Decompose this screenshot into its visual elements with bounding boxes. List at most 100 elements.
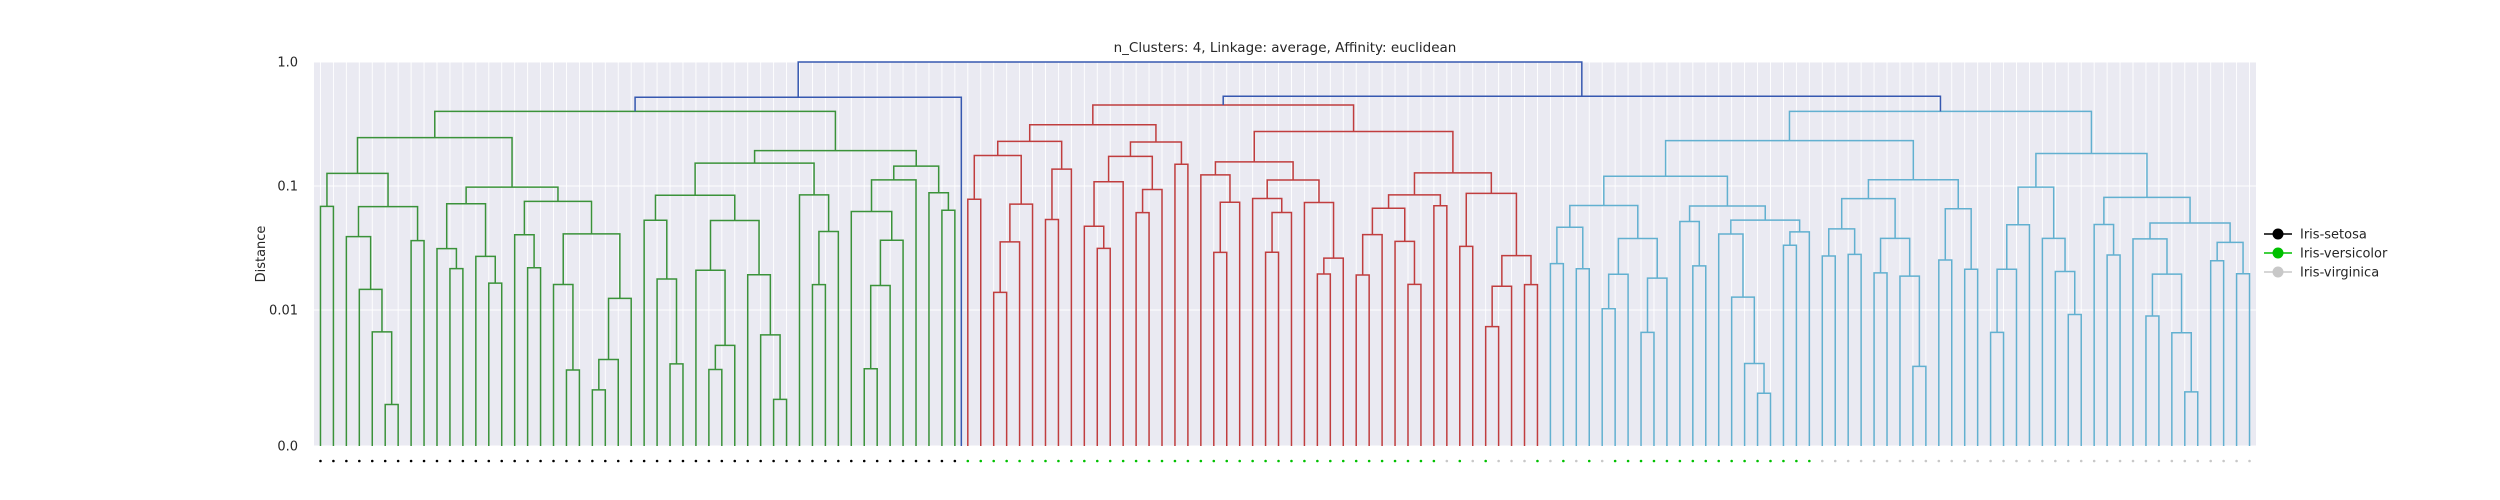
leaf-marker [1613, 459, 1617, 463]
leaf-marker [1264, 459, 1267, 463]
leaf-marker [552, 459, 555, 463]
leaf-marker [1497, 459, 1500, 463]
leaf-marker [1238, 459, 1241, 463]
leaf-marker [1704, 459, 1708, 463]
leaf-marker [1536, 459, 1539, 463]
leaf-marker [383, 459, 387, 463]
leaf-marker [1600, 459, 1604, 463]
leaf-marker [1173, 459, 1177, 463]
leaf-marker [720, 459, 724, 463]
leaf-marker [2131, 459, 2135, 463]
leaf-marker [2041, 459, 2044, 463]
leaf-marker [2170, 459, 2174, 463]
y-axis-label: Distance [254, 226, 269, 283]
plot-background [314, 62, 2256, 446]
leaf-marker [370, 459, 374, 463]
leaf-marker [487, 459, 491, 463]
leaf-marker [953, 459, 957, 463]
leaf-marker [1652, 459, 1656, 463]
leaf-marker [1717, 459, 1721, 463]
leaf-marker [1018, 459, 1021, 463]
leaf-marker [849, 459, 853, 463]
leaf-marker [1458, 459, 1462, 463]
leaf-marker [604, 459, 607, 463]
leaf-marker [1303, 459, 1306, 463]
leaf-marker [1562, 459, 1565, 463]
leaf-marker [2235, 459, 2238, 463]
leaf-marker [927, 459, 931, 463]
leaf-marker [1510, 459, 1513, 463]
leaf-marker [979, 459, 983, 463]
leaf-marker [1134, 459, 1138, 463]
leaf-marker [1587, 459, 1591, 463]
leaf-marker [1186, 459, 1190, 463]
leaf-marker [888, 459, 892, 463]
leaf-marker [1911, 459, 1915, 463]
leaf-marker [1044, 459, 1047, 463]
leaf-marker [461, 459, 465, 463]
legend-label: Iris-versicolor [2300, 247, 2388, 262]
leaf-marker [1678, 459, 1682, 463]
leaf-marker [1782, 459, 1785, 463]
leaf-marker [1108, 459, 1112, 463]
leaf-marker [396, 459, 400, 463]
leaf-marker [811, 459, 814, 463]
leaf-marker [1419, 459, 1423, 463]
leaf-marker [1924, 459, 1928, 463]
y-tick-label: 0.0 [277, 440, 298, 455]
leaf-marker [759, 459, 762, 463]
leaf-marker [1367, 459, 1371, 463]
leaf-marker [2105, 459, 2109, 463]
leaf-marker [1341, 459, 1345, 463]
leaf-marker [940, 459, 944, 463]
leaf-marker [2066, 459, 2070, 463]
leaf-marker [1549, 459, 1552, 463]
legend-marker [2272, 228, 2284, 240]
leaf-marker [707, 459, 711, 463]
leaf-marker [1316, 459, 1319, 463]
chart-title: n_Clusters: 4, Linkage: average, Affinit… [1114, 40, 1457, 56]
leaf-marker [2248, 459, 2251, 463]
leaf-marker [1083, 459, 1086, 463]
leaf-marker [1393, 459, 1397, 463]
leaf-marker [1095, 459, 1099, 463]
leaf-marker [1665, 459, 1669, 463]
leaf-marker [422, 459, 426, 463]
leaf-marker [2015, 459, 2018, 463]
leaf-marker [837, 459, 840, 463]
leaf-marker [655, 459, 659, 463]
leaf-marker [1898, 459, 1902, 463]
leaf-marker [332, 459, 335, 463]
y-tick-label: 0.1 [277, 180, 298, 195]
leaf-marker [875, 459, 879, 463]
leaf-marker [2002, 459, 2005, 463]
leaf-marker [1963, 459, 1966, 463]
leaf-marker [1432, 459, 1436, 463]
leaf-marker [474, 459, 478, 463]
legend-marker [2272, 266, 2284, 278]
leaf-marker [345, 459, 348, 463]
leaf-marker [1329, 459, 1332, 463]
leaf-marker [1626, 459, 1630, 463]
leaf-marker [2196, 459, 2200, 463]
leaf-marker [616, 459, 620, 463]
leaf-marker [1354, 459, 1358, 463]
leaf-marker [1937, 459, 1941, 463]
leaf-marker [1743, 459, 1746, 463]
leaf-marker [1290, 459, 1293, 463]
leaf-marker [578, 459, 581, 463]
leaf-marker [694, 459, 698, 463]
leaf-marker [1380, 459, 1384, 463]
legend-label: Iris-virginica [2300, 266, 2379, 281]
leaf-marker [1212, 459, 1216, 463]
leaf-marker [1160, 459, 1164, 463]
leaf-marker [539, 459, 542, 463]
leaf-marker [1406, 459, 1410, 463]
leaf-marker [1070, 459, 1073, 463]
leaf-marker [1976, 459, 1979, 463]
leaf-marker [901, 459, 905, 463]
leaf-marker [992, 459, 995, 463]
leaf-marker [1730, 459, 1733, 463]
leaf-marker [746, 459, 750, 463]
leaf-marker [591, 459, 594, 463]
